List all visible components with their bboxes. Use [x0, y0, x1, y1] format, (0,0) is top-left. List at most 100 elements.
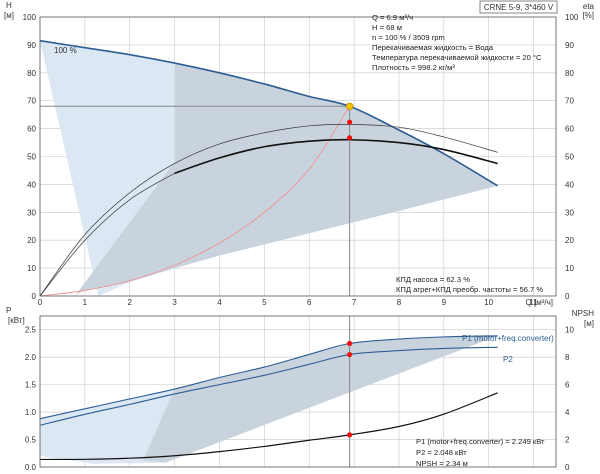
info-speed: n = 100 % / 3509 rpm — [372, 33, 445, 42]
y-tick-label: 2.5 — [25, 326, 37, 335]
info-npsh: NPSH = 2.34 м — [416, 459, 468, 468]
x-tick-label: 6 — [307, 298, 312, 307]
bottom-curves — [39, 335, 498, 461]
power-info-block: P1 (motor+freq.converter) = 2.249 кВт P2… — [416, 437, 545, 468]
y-tick-label: 0.0 — [25, 463, 37, 472]
top-left-axis-label: H — [6, 1, 12, 10]
top-chart-panel: 0102030405060708090100010203040506070809… — [4, 0, 595, 307]
info-unit-efficiency: КПД агрег+КПД преобр. частоты = 56.7 % — [396, 285, 543, 294]
y2-tick-label: 0 — [565, 292, 570, 301]
x-tick-label: 9 — [442, 298, 447, 307]
y-tick-label: 20 — [27, 236, 36, 245]
x-tick-label: 1 — [83, 298, 88, 307]
y-tick-label: 80 — [27, 69, 36, 78]
series-line-eff_bold-2 — [174, 138, 498, 174]
top-curves — [39, 39, 499, 297]
y-tick-label: 60 — [27, 125, 36, 134]
y2-tick-label: 10 — [565, 326, 574, 335]
y-tick-label: 30 — [27, 208, 36, 217]
y2-tick-label: 20 — [565, 236, 574, 245]
info-flow: Q = 6.9 м³/ч — [372, 13, 413, 22]
bottom-right-axis-unit: [м] — [584, 319, 594, 328]
y2-tick-label: 2 — [565, 436, 570, 445]
efficiency-info-block: КПД насоса = 62.3 % КПД агрег+КПД преобр… — [396, 275, 543, 294]
top-right-axis-label: eta — [583, 2, 595, 11]
y2-tick-label: 60 — [565, 125, 574, 134]
operating-range-area — [75, 63, 498, 295]
chart-title: CRNE 5-9, 3*460 V — [484, 3, 554, 12]
y-tick-label: 90 — [27, 41, 36, 50]
x-tick-label: 8 — [397, 298, 402, 307]
bottom-axis-ticks: 0.0 0.5 1.0 1.5 2.0 2.5 0 2 4 6 8 10 — [25, 326, 575, 472]
y-tick-label: 10 — [27, 264, 36, 273]
y2-tick-label: 30 — [565, 208, 574, 217]
x-tick-label: 4 — [217, 298, 222, 307]
y-tick-label: 1.0 — [25, 408, 37, 417]
y2-tick-label: 100 — [565, 13, 579, 22]
y-tick-label: 100 — [23, 13, 37, 22]
y-tick-label: 70 — [27, 97, 36, 106]
info-p2: P2 = 2.048 кВт — [416, 448, 467, 457]
series-line-system-1 — [39, 106, 350, 297]
title-box — [479, 0, 558, 14]
series-line-npsh — [39, 392, 498, 461]
info-head: H = 68 м — [372, 23, 402, 32]
top-operating-range — [40, 40, 498, 296]
duty-point-marker — [347, 432, 353, 438]
curve-speed-label: 100 % — [54, 46, 77, 55]
x-tick-label: 0 — [38, 298, 43, 307]
y2-tick-label: 50 — [565, 153, 574, 162]
info-pump-efficiency: КПД насоса = 62.3 % — [396, 275, 470, 284]
x-tick-label: 5 — [262, 298, 267, 307]
top-x-axis-label: Q [м³/ч] — [526, 298, 553, 307]
operating-point-marker — [345, 102, 354, 110]
y-tick-label: 40 — [27, 180, 36, 189]
bottom-chart-panel: 0.0 0.5 1.0 1.5 2.0 2.5 0 2 4 6 8 10 P [кВт] NPSH [… — [6, 306, 594, 472]
x-tick-label: 2 — [128, 298, 133, 307]
duty-point-marker — [347, 351, 353, 358]
bottom-duty-points — [347, 340, 353, 438]
y-tick-label: 2.0 — [25, 353, 37, 362]
operating-range-area — [143, 335, 498, 463]
y2-tick-label: 40 — [565, 180, 574, 189]
series-line-p2 — [39, 346, 498, 426]
top-right-axis-unit: [%] — [582, 11, 594, 20]
x-tick-label: 7 — [352, 298, 357, 307]
duty-point-marker — [347, 135, 353, 141]
y2-tick-label: 70 — [565, 97, 574, 106]
duty-info-block: Q = 6.9 м³/ч H = 68 м n = 100 % / 3509 r… — [372, 13, 542, 72]
duty-point-marker — [347, 119, 353, 125]
x-tick-label: 11 — [529, 298, 538, 307]
y-tick-label: 50 — [27, 153, 36, 162]
y2-tick-label: 8 — [565, 353, 570, 362]
x-tick-label: 10 — [484, 298, 493, 307]
bottom-left-axis-label: P — [6, 306, 11, 315]
info-temperature: Температура перекачиваемой жидкости = 20… — [372, 53, 542, 62]
y2-tick-label: 80 — [565, 69, 574, 78]
bottom-right-axis-label: NPSH — [572, 309, 594, 318]
y2-tick-label: 90 — [565, 41, 574, 50]
y2-tick-label: 6 — [565, 381, 570, 390]
bottom-plot-frame — [39, 315, 557, 468]
top-left-axis-unit: [м] — [4, 11, 14, 20]
info-density: Плотность = 998.2 кг/м³ — [372, 63, 455, 72]
info-liquid: Перекачиваемая жидкость = Вода — [372, 43, 494, 52]
p1-series-label: P1 (motor+freq.converter) — [462, 334, 554, 343]
y-tick-label: 0 — [32, 292, 37, 301]
top-axis-ticks: 0102030405060708090100010203040506070809… — [23, 13, 579, 307]
y2-tick-label: 0 — [565, 463, 570, 472]
top-duty-points — [345, 102, 354, 141]
bottom-operating-range — [40, 335, 498, 464]
y2-tick-label: 4 — [565, 408, 570, 417]
y2-tick-label: 10 — [565, 264, 574, 273]
series-line-eff_thin-3 — [39, 123, 498, 297]
info-p1: P1 (motor+freq.converter) = 2.249 кВт — [416, 437, 545, 446]
p2-series-label: P2 — [503, 355, 513, 364]
duty-point-marker — [347, 340, 353, 347]
series-line-eff_thin-4 — [39, 172, 175, 297]
x-tick-label: 3 — [172, 298, 177, 307]
top-plot-frame — [39, 16, 557, 297]
y-tick-label: 1.5 — [25, 381, 37, 390]
y-tick-label: 0.5 — [25, 436, 37, 445]
